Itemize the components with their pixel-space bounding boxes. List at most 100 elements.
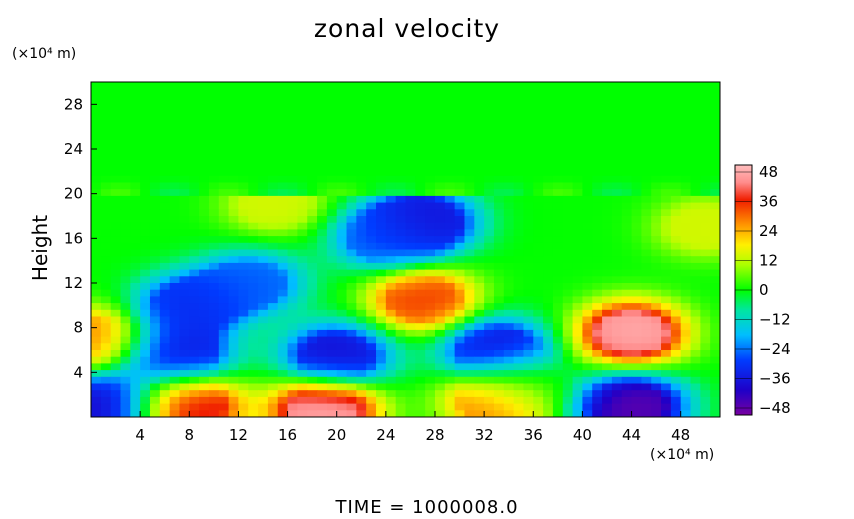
heatmap-cell xyxy=(405,376,416,385)
heatmap-cell xyxy=(307,108,318,117)
heatmap-cell xyxy=(248,242,259,251)
heatmap-cell xyxy=(179,149,190,157)
heatmap-cell xyxy=(130,135,141,143)
heatmap-cell xyxy=(582,249,593,257)
heatmap-cell xyxy=(169,195,181,204)
heatmap-cell xyxy=(670,262,682,271)
heatmap-cell xyxy=(395,195,407,204)
heatmap-cell xyxy=(572,370,584,378)
heatmap-cell xyxy=(208,229,220,237)
heatmap-cell xyxy=(159,222,171,230)
heatmap-cell xyxy=(572,102,584,110)
heatmap-cell xyxy=(621,189,633,197)
plot-frame xyxy=(90,81,721,418)
heatmap-cell xyxy=(110,95,122,103)
heatmap-cell xyxy=(621,236,633,244)
heatmap-cell xyxy=(631,269,642,277)
heatmap-cell xyxy=(267,182,279,190)
heatmap-cell xyxy=(552,289,564,297)
heatmap-cell xyxy=(199,396,210,405)
heatmap-cell xyxy=(110,162,122,170)
heatmap-cell xyxy=(140,256,151,264)
heatmap-cell xyxy=(336,376,348,385)
heatmap-cell xyxy=(464,162,475,170)
heatmap-cell xyxy=(611,329,623,338)
heatmap-cell xyxy=(415,296,426,304)
heatmap-cell xyxy=(149,303,161,311)
heatmap-cell xyxy=(366,149,377,157)
heatmap-cell xyxy=(444,216,456,224)
heatmap-cell xyxy=(149,216,161,224)
heatmap-cell xyxy=(602,410,613,417)
heatmap-cell xyxy=(366,162,377,170)
heatmap-cell xyxy=(395,356,407,364)
heatmap-cell xyxy=(326,229,338,237)
heatmap-cell xyxy=(376,102,387,110)
heatmap-cell xyxy=(326,135,338,143)
heatmap-cell xyxy=(670,283,682,291)
heatmap-cell xyxy=(493,142,505,150)
heatmap-cell xyxy=(611,95,623,103)
heatmap-cell xyxy=(395,276,407,284)
heatmap-cell xyxy=(464,283,475,291)
heatmap-cell xyxy=(513,410,525,417)
heatmap-cell xyxy=(415,403,426,411)
heatmap-cell xyxy=(690,95,701,103)
heatmap-cell xyxy=(208,410,220,417)
heatmap-cell xyxy=(474,169,485,177)
heatmap-cell xyxy=(641,189,652,197)
heatmap-cell xyxy=(91,236,102,244)
heatmap-cell xyxy=(366,202,377,210)
heatmap-cell xyxy=(336,82,348,90)
heatmap-cell xyxy=(110,128,122,137)
heatmap-cell xyxy=(513,370,525,378)
heatmap-cell xyxy=(523,283,534,291)
heatmap-cell xyxy=(307,102,318,110)
heatmap-cell xyxy=(91,336,102,344)
heatmap-cell xyxy=(700,142,711,150)
heatmap-cell xyxy=(110,182,122,190)
heatmap-cell xyxy=(258,403,269,411)
heatmap-cell xyxy=(493,403,505,411)
heatmap-cell xyxy=(552,202,564,210)
heatmap-cell xyxy=(366,256,377,264)
heatmap-cell xyxy=(661,370,672,378)
heatmap-cell xyxy=(169,343,181,351)
heatmap-cell xyxy=(543,396,554,405)
heatmap-cell xyxy=(523,202,534,210)
heatmap-cell xyxy=(258,209,269,217)
heatmap-cell xyxy=(552,229,564,237)
heatmap-cell xyxy=(641,175,652,184)
heatmap-cell xyxy=(513,209,525,217)
colorbar-tick-label: 12 xyxy=(759,252,778,270)
heatmap-cell xyxy=(91,115,102,123)
heatmap-cell xyxy=(405,249,416,257)
heatmap-cell xyxy=(474,122,485,130)
heatmap-cell xyxy=(248,195,259,204)
heatmap-cell xyxy=(238,216,249,224)
heatmap-cell xyxy=(503,222,515,230)
heatmap-cell xyxy=(503,202,515,210)
heatmap-cell xyxy=(228,283,240,291)
heatmap-cell xyxy=(258,88,269,96)
heatmap-cell xyxy=(611,122,623,130)
heatmap-cell xyxy=(297,396,308,405)
heatmap-cell xyxy=(307,396,318,405)
heatmap-cell xyxy=(208,142,220,150)
heatmap-cell xyxy=(376,403,387,411)
heatmap-cell xyxy=(395,82,407,90)
heatmap-cell xyxy=(130,350,141,358)
heatmap-cell xyxy=(670,149,682,157)
heatmap-cell xyxy=(493,309,505,318)
heatmap-cell xyxy=(199,262,210,271)
heatmap-cell xyxy=(267,370,279,378)
heatmap-cell xyxy=(208,202,220,210)
heatmap-cell xyxy=(700,102,711,110)
heatmap-cell xyxy=(572,303,584,311)
heatmap-cell xyxy=(533,189,544,197)
heatmap-cell xyxy=(346,323,357,331)
heatmap-cell xyxy=(307,242,318,251)
heatmap-cell xyxy=(651,102,662,110)
heatmap-cell xyxy=(248,323,259,331)
heatmap-cell xyxy=(415,262,426,271)
